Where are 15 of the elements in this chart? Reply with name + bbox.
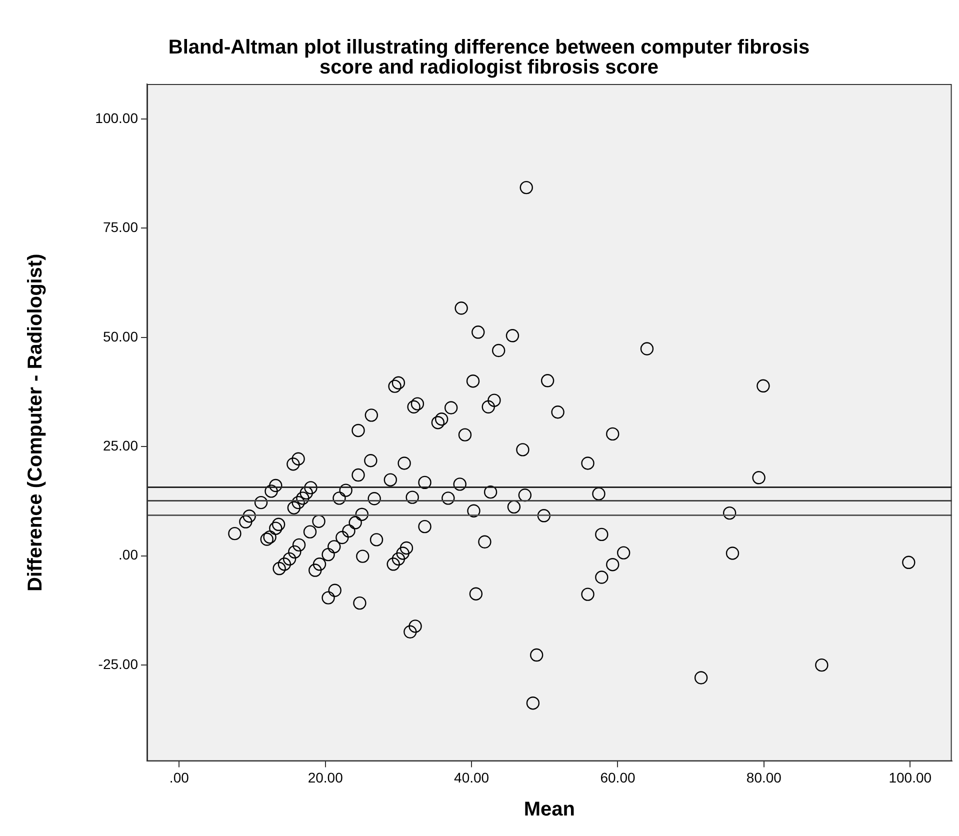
y-tick-label: 25.00 — [102, 437, 138, 454]
y-tick-label: .00 — [118, 546, 138, 563]
y-tick-label: 100.00 — [95, 110, 138, 126]
x-tick-label: 60.00 — [600, 769, 636, 786]
y-tick-label: 75.00 — [102, 219, 138, 236]
y-tick-label: 50.00 — [102, 328, 138, 344]
x-tick-label: 100.00 — [888, 769, 932, 786]
chart-title: Bland-Altman plot illustrating difference between computer fibrosis score and radiologist fibrosis score — [168, 36, 810, 79]
y-tick-label: -25.00 — [98, 656, 138, 672]
x-tick-label: 20.00 — [308, 769, 344, 786]
x-tick-label: 80.00 — [746, 769, 782, 786]
x-axis-title: Mean — [524, 798, 575, 821]
y-axis-title: Difference (Computer - Radiologist) — [24, 254, 47, 592]
x-tick-label: 40.00 — [454, 769, 490, 786]
x-tick-label: .00 — [169, 769, 190, 786]
